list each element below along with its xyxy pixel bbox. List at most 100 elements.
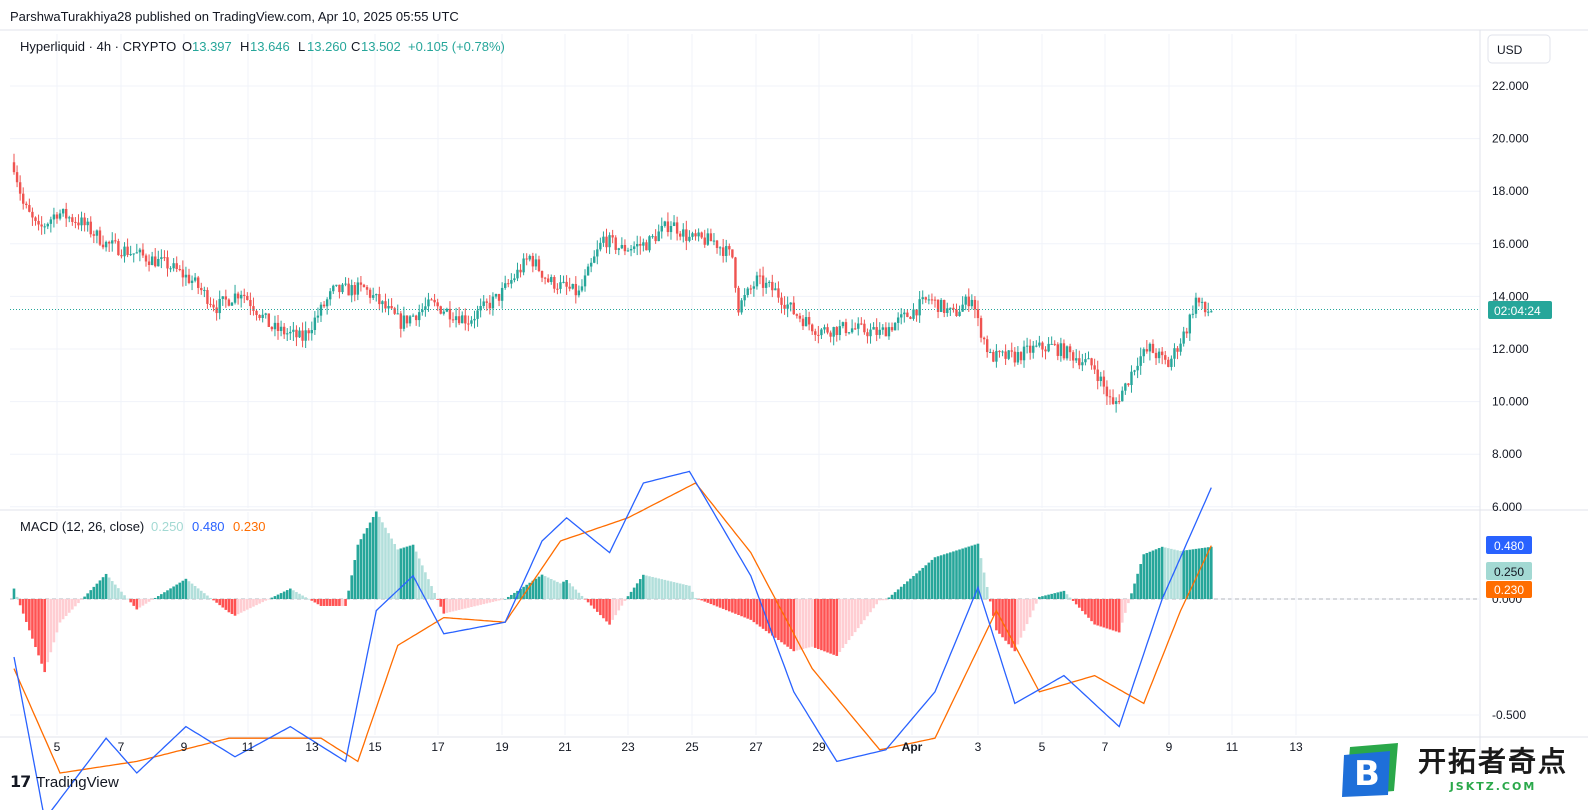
price-grid <box>0 29 1588 760</box>
candle-body <box>728 246 731 250</box>
histogram-bar <box>378 516 381 599</box>
histogram-bar <box>706 599 710 603</box>
candle-body <box>206 290 209 304</box>
candle <box>190 275 194 291</box>
candle-body <box>77 222 80 226</box>
histogram-bar <box>703 599 707 602</box>
histogram-bar <box>163 592 166 599</box>
candle <box>657 224 660 242</box>
histogram-bar <box>417 558 421 599</box>
candle-body <box>163 257 166 259</box>
candle-body <box>488 302 492 309</box>
histogram-bar <box>64 599 68 617</box>
histogram-bar <box>117 588 120 599</box>
currency-button[interactable]: USD <box>1487 34 1551 64</box>
candle-body <box>172 263 175 269</box>
candle-body <box>1167 359 1170 367</box>
low-value: 13.260 <box>307 39 347 54</box>
candle-body <box>282 326 286 335</box>
histogram-bar <box>737 599 740 616</box>
price-axis[interactable]: 22.000 20.000 18.000 16.000 14.000 12.000 10.0… <box>1492 79 1529 514</box>
histogram-bar <box>74 599 77 607</box>
histogram-bar <box>620 599 624 606</box>
candle-body <box>1050 343 1053 345</box>
histogram-bar <box>178 582 182 599</box>
candle-body <box>795 314 799 316</box>
candle-body <box>688 236 691 241</box>
candle-body <box>439 306 442 314</box>
histogram-bar <box>820 599 823 651</box>
candle <box>998 350 1001 358</box>
histogram-bar <box>853 599 857 633</box>
low-label: L <box>298 39 305 54</box>
candle <box>1203 301 1207 317</box>
candle-body <box>427 299 430 307</box>
tradingview-brand[interactable]: 𝟭𝟳 TradingView <box>10 772 119 792</box>
histogram-bar <box>86 593 89 599</box>
candle <box>187 268 191 285</box>
candle-body <box>881 327 885 330</box>
histogram-bar <box>503 599 507 600</box>
histogram-bar <box>881 599 885 601</box>
histogram-bar <box>817 599 820 650</box>
candle <box>1139 347 1142 375</box>
histogram-bar <box>829 599 832 654</box>
candle-body <box>1164 355 1167 360</box>
candle-body <box>675 222 679 234</box>
legend-symbol: Hyperliquid · 4h · CRYPTO <box>20 39 176 54</box>
candle-body <box>473 318 476 321</box>
candle <box>878 322 881 339</box>
close-value: 13.502 <box>361 39 401 54</box>
candle <box>1022 340 1026 368</box>
histogram-bar <box>405 546 409 599</box>
candle-body <box>574 283 578 296</box>
histogram-bar <box>341 599 344 606</box>
candle-body <box>605 236 608 248</box>
candle-body <box>411 315 415 317</box>
candle <box>663 220 667 228</box>
candle <box>267 313 271 328</box>
candle-body <box>534 259 538 267</box>
candle <box>985 335 989 358</box>
candle <box>261 309 264 323</box>
histogram-bar <box>623 599 627 601</box>
histogram-bar <box>1041 596 1044 599</box>
candle-body <box>405 315 409 324</box>
histogram-bar <box>46 599 50 663</box>
candle <box>464 308 467 331</box>
candle <box>734 256 737 293</box>
candle <box>580 279 584 293</box>
candle <box>1062 339 1066 361</box>
candle-body <box>927 299 931 301</box>
time-axis[interactable]: 5 7 9 11 13 15 17 19 21 23 25 27 29 Apr 3 5 7 9 11 13 <box>54 740 1303 754</box>
candle-body <box>823 327 826 330</box>
histogram-bar <box>746 599 750 619</box>
histogram-bar <box>1127 599 1130 604</box>
candle <box>298 327 301 339</box>
candle <box>1093 358 1096 375</box>
histogram-bar <box>915 573 918 599</box>
candle-body <box>648 236 651 251</box>
histogram-bar <box>424 572 427 599</box>
histogram-bar <box>381 522 384 599</box>
candle-body <box>353 285 356 295</box>
candle <box>1179 338 1182 356</box>
histogram-bar <box>740 599 743 617</box>
candle-body <box>1145 349 1149 352</box>
candle <box>1118 394 1121 405</box>
candle-body <box>639 243 642 246</box>
candle-body <box>347 283 350 296</box>
candle-body <box>657 231 660 242</box>
histogram-bar <box>1007 599 1010 645</box>
candle-body <box>1059 343 1063 356</box>
candle-body <box>884 327 888 337</box>
candle-body <box>706 233 710 245</box>
candle-body <box>197 277 200 288</box>
candle <box>912 303 915 321</box>
candle-body <box>181 269 185 278</box>
histogram-bar <box>40 599 43 664</box>
price-tick-label: 6.000 <box>1492 500 1522 514</box>
candle <box>218 290 221 320</box>
candle <box>421 303 424 316</box>
